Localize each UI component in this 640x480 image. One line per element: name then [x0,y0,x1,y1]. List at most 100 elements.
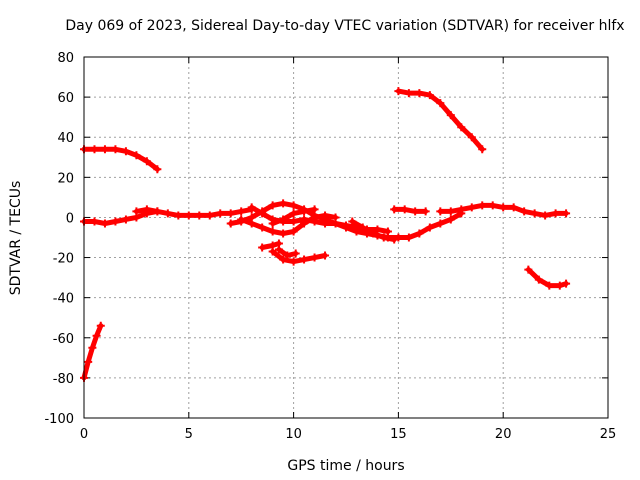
data-point [184,211,193,220]
data-point [142,157,151,166]
data-point [279,255,288,264]
data-point [291,249,300,258]
data-point [379,233,388,242]
data-point [132,207,141,216]
data-point [310,205,319,214]
data-point [488,201,497,210]
data-point [153,165,162,174]
series-line [228,200,464,240]
data-point [415,89,424,98]
data-point [237,207,246,216]
data-point [111,217,120,226]
data-point [545,281,554,290]
data-point [205,211,214,220]
y-tick-label: -20 [53,252,74,267]
data-point [289,257,298,266]
data-point [348,217,357,226]
data-point [342,221,350,230]
data-point [111,145,120,154]
series-track-15 [436,201,571,220]
data-point [258,209,267,218]
data-point [289,217,298,226]
x-tick-label: 15 [390,427,407,442]
data-point [530,209,539,218]
data-point [478,145,487,154]
series-track-14 [394,87,487,154]
data-point [446,215,455,224]
data-point [321,211,330,220]
series-track-16 [524,265,571,290]
x-tick-label: 0 [80,427,88,442]
data-point [436,219,445,228]
data-point [121,147,130,156]
series-line [391,206,429,214]
x-tick-label: 10 [285,427,302,442]
data-point [90,145,99,154]
data-point [404,89,413,98]
data-point [373,225,382,234]
data-point [358,223,367,232]
data-point [258,243,267,252]
data-point [289,201,298,210]
data-point [331,213,340,222]
data-point [467,133,476,142]
grid [84,57,608,418]
data-point [88,343,97,352]
data-point [84,357,93,366]
data-point [321,219,330,228]
data-point [562,209,571,218]
axis-ticks: 0 5 10 15 20 25 -100 -80 -60 -40 -20 0 20 40 60 80 [44,51,616,442]
data-point [446,207,455,216]
data-point [551,209,560,218]
data-point [457,123,466,132]
data-point [121,215,130,224]
data-point [457,205,466,214]
data-point [268,247,277,256]
data-point [383,227,392,236]
data-point [268,201,277,210]
data-point [524,265,533,274]
data-point [90,217,99,226]
chart-title: Day 069 of 2023, Sidereal Day-to-day VTE… [65,18,624,34]
data-point [404,233,413,242]
data-point [279,199,288,208]
data-point [467,203,476,212]
series-track-11 [268,247,330,266]
data-point [247,203,256,212]
series-track-9 [348,217,399,244]
series-track-1 [80,321,105,382]
data-point [174,211,183,220]
data-point [279,215,288,224]
data-point [425,223,434,232]
y-tick-label: -80 [53,372,74,387]
data-point [400,205,409,214]
data-point [541,211,550,220]
data-point [394,233,403,242]
data-point [226,209,235,218]
data-point [499,203,508,212]
y-tick-label: -100 [44,412,74,427]
y-tick-label: 60 [57,91,74,106]
series-track-4 [132,205,162,216]
y-tick-label: -40 [53,292,74,307]
x-tick-label: 20 [495,427,512,442]
data-point [237,215,246,224]
data-point [100,219,109,228]
data-point [163,209,172,218]
series-track-12 [274,245,300,260]
data-point [369,229,378,238]
data-point [321,251,330,260]
data-point [268,219,277,228]
data-point [96,321,105,330]
data-point [415,229,424,238]
y-tick-label: -60 [53,332,74,347]
y-tick-label: 40 [57,131,74,146]
data-point [394,87,403,96]
data-point [100,145,109,154]
data-point [132,151,141,160]
data-point [446,111,455,120]
data-point [421,207,430,216]
y-tick-label: 0 [66,211,74,226]
series-track-7 [237,211,340,238]
